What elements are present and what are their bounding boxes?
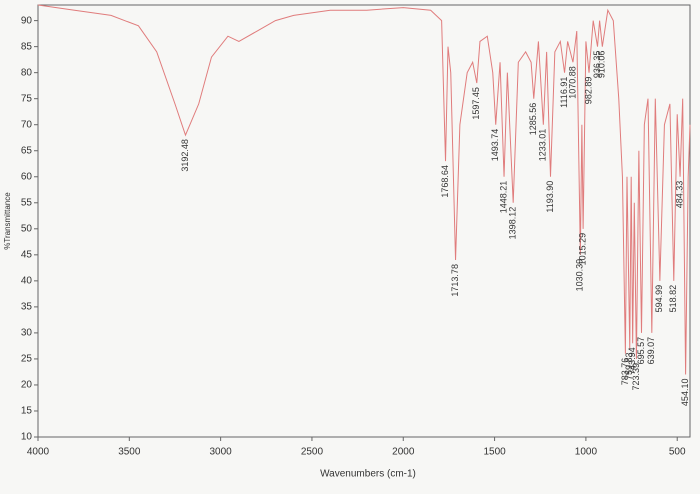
y-tick-label: 75 <box>21 93 33 104</box>
x-axis-label: Wavenumbers (cm-1) <box>320 469 416 480</box>
peak-label: 1030.39 <box>575 259 585 292</box>
x-tick-label: 1000 <box>575 447 598 458</box>
y-tick-label: 25 <box>21 354 33 365</box>
peak-label: 1233.01 <box>538 129 548 162</box>
y-tick-label: 65 <box>21 145 33 156</box>
x-tick-label: 2500 <box>301 447 324 458</box>
peak-label: 723.39 <box>631 363 641 391</box>
y-tick-label: 40 <box>21 275 33 286</box>
x-tick-label: 4000 <box>27 447 50 458</box>
peak-label: 936.35 <box>592 51 602 79</box>
y-tick-label: 35 <box>21 302 33 313</box>
y-tick-label: 85 <box>21 41 33 52</box>
y-tick-label: 50 <box>21 223 33 234</box>
x-tick-label: 2000 <box>392 447 415 458</box>
peak-label: 759.83 <box>624 353 634 381</box>
y-tick-label: 30 <box>21 328 33 339</box>
peak-label: 594.99 <box>654 285 664 313</box>
peak-label: 1116.91 <box>559 77 569 108</box>
y-axis-label: %Transmittance <box>3 192 12 250</box>
peak-label: 1015.29 <box>577 233 587 266</box>
y-tick-label: 70 <box>21 119 33 130</box>
peak-label: 982.89 <box>583 77 593 105</box>
spectrum-line <box>37 4 691 375</box>
peak-label: 484.33 <box>674 181 684 209</box>
y-tick-label: 55 <box>21 197 33 208</box>
peak-label: 1070.88 <box>567 66 577 99</box>
peak-label: 743.94 <box>627 347 637 375</box>
peak-label: 910.06 <box>597 51 607 79</box>
peak-label: 1493.74 <box>490 129 500 162</box>
peak-label: 1768.64 <box>440 165 450 198</box>
x-tick-label: 3500 <box>118 447 141 458</box>
y-tick-label: 60 <box>21 171 33 182</box>
peak-label: 518.82 <box>668 285 678 313</box>
peak-label: 1448.21 <box>498 181 508 214</box>
peak-label: 1193.90 <box>545 181 555 213</box>
peak-label: 1713.78 <box>450 264 460 297</box>
y-tick-label: 15 <box>21 406 33 417</box>
x-tick-label: 1500 <box>483 447 506 458</box>
peak-label: 3192.48 <box>180 139 190 172</box>
plot-frame <box>37 4 691 438</box>
y-tick-label: 90 <box>21 15 33 26</box>
peak-label: 1285.56 <box>528 103 538 136</box>
y-tick-label: 20 <box>21 380 33 391</box>
peak-label: 695.57 <box>636 337 646 365</box>
peak-label: 1597.45 <box>471 87 481 120</box>
peak-label: 639.07 <box>646 337 656 365</box>
peak-label: 1398.12 <box>508 207 518 240</box>
y-tick-label: 80 <box>21 67 33 78</box>
x-tick-label: 3000 <box>210 447 233 458</box>
x-tick-label: 500 <box>669 447 686 458</box>
peak-label: 454.10 <box>680 379 690 407</box>
y-tick-label: 10 <box>21 432 33 443</box>
y-tick-label: 45 <box>21 249 33 260</box>
peak-label: 783.76 <box>620 358 630 386</box>
